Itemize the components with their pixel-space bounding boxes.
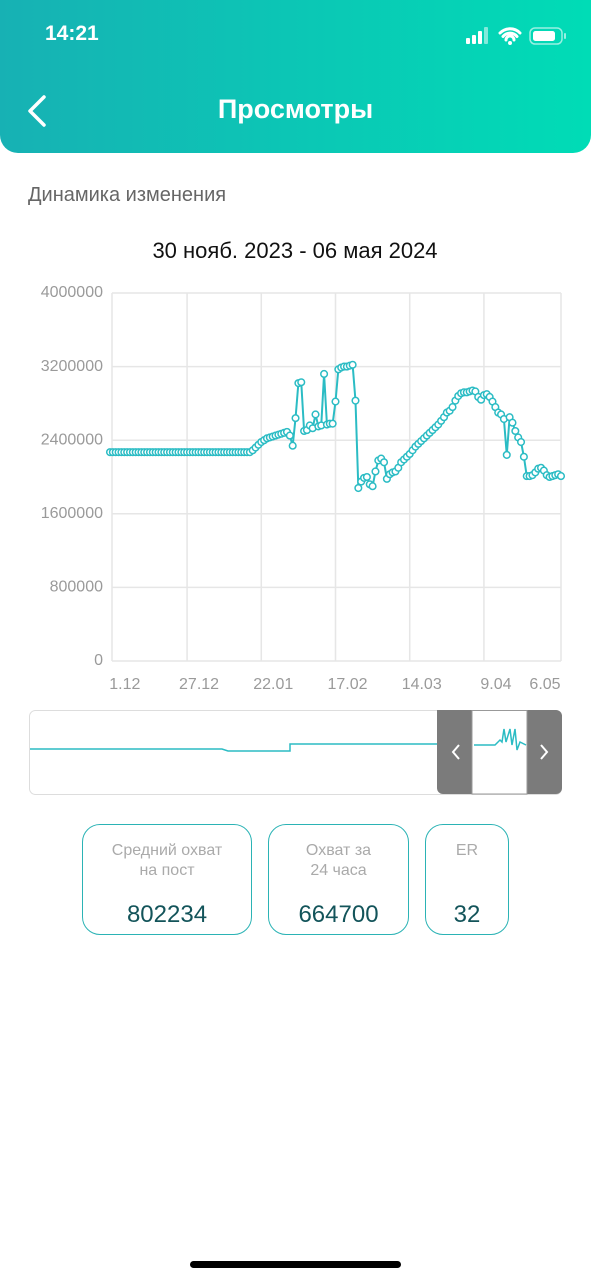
navigator-handle-right[interactable] bbox=[527, 710, 562, 794]
point bbox=[379, 458, 389, 467]
point bbox=[351, 396, 360, 405]
stat-label: Охват за 24 часа bbox=[269, 841, 408, 881]
point bbox=[297, 378, 306, 387]
stat-label: ER bbox=[426, 841, 508, 881]
stat-value: 32 bbox=[453, 901, 481, 928]
point bbox=[354, 483, 363, 493]
point bbox=[291, 414, 300, 423]
point bbox=[348, 360, 357, 369]
point bbox=[328, 419, 337, 428]
navigator-frame bbox=[29, 710, 562, 795]
point bbox=[288, 441, 297, 450]
header: 14:21 Просмотры bbox=[0, 0, 591, 153]
x-tick-label: 1.12 bbox=[109, 676, 140, 693]
stat-label-line: ER bbox=[455, 842, 479, 859]
status-icons bbox=[466, 27, 566, 45]
y-tick-label: 2400000 bbox=[41, 431, 103, 448]
y-tick-label: 1600000 bbox=[41, 505, 103, 522]
point bbox=[371, 467, 380, 476]
status-time: 14:21 bbox=[45, 22, 99, 45]
y-tick-label: 3200000 bbox=[41, 358, 103, 375]
plot: 0 800000 1600000 2400000 3200000 4000000 1.12 2… bbox=[41, 284, 566, 693]
point bbox=[556, 472, 566, 481]
stat-label-line: Охват за bbox=[305, 842, 372, 859]
y-tick-label: 800000 bbox=[50, 579, 103, 596]
point bbox=[331, 397, 340, 406]
x-tick-label: 27.12 bbox=[179, 676, 219, 693]
x-tick-label: 17.02 bbox=[327, 676, 367, 693]
point bbox=[516, 437, 526, 447]
point bbox=[362, 472, 371, 482]
point bbox=[502, 450, 511, 459]
home-indicator bbox=[190, 1261, 401, 1268]
stat-card: Средний охват на пост 802234 bbox=[82, 824, 252, 935]
x-tick-label: 22.01 bbox=[253, 676, 293, 693]
point bbox=[508, 418, 517, 427]
stat-value: 664700 bbox=[298, 901, 379, 928]
point bbox=[368, 482, 377, 491]
point bbox=[320, 369, 329, 379]
stat-card: Охват за 24 часа 664700 bbox=[268, 824, 409, 935]
point bbox=[311, 410, 320, 419]
navigator-preview bbox=[474, 728, 527, 751]
point bbox=[285, 431, 294, 440]
x-tick-label: 14.03 bbox=[402, 676, 442, 693]
y-tick-label: 4000000 bbox=[41, 284, 103, 301]
section-title: Динамика изменения bbox=[28, 184, 227, 206]
stat-label-line: на пост bbox=[139, 862, 195, 879]
stat-card: ER 32 bbox=[425, 824, 509, 935]
point bbox=[519, 452, 528, 461]
stat-value: 802234 bbox=[126, 901, 208, 928]
back-button[interactable] bbox=[24, 94, 50, 128]
chart: 30 нояб. 2023 - 06 мая 2024 0 800000 16000… bbox=[29, 238, 566, 795]
point bbox=[448, 403, 457, 412]
stat-label-line: Средний охват bbox=[111, 842, 223, 859]
navigator[interactable] bbox=[29, 710, 563, 795]
x-tick-label: 9.04 bbox=[480, 676, 511, 693]
x-tick-label: 6.05 bbox=[529, 676, 560, 693]
point bbox=[511, 426, 520, 436]
navigator-preview bbox=[30, 743, 440, 752]
y-tick-label: 0 bbox=[94, 652, 103, 669]
chart-title: 30 нояб. 2023 - 06 мая 2024 bbox=[152, 238, 437, 263]
navigator-handle-left[interactable] bbox=[437, 710, 472, 794]
stat-label-line: 24 часа bbox=[310, 862, 367, 879]
header-title: Просмотры bbox=[217, 94, 374, 124]
stat-label: Средний охват на пост bbox=[83, 841, 251, 881]
